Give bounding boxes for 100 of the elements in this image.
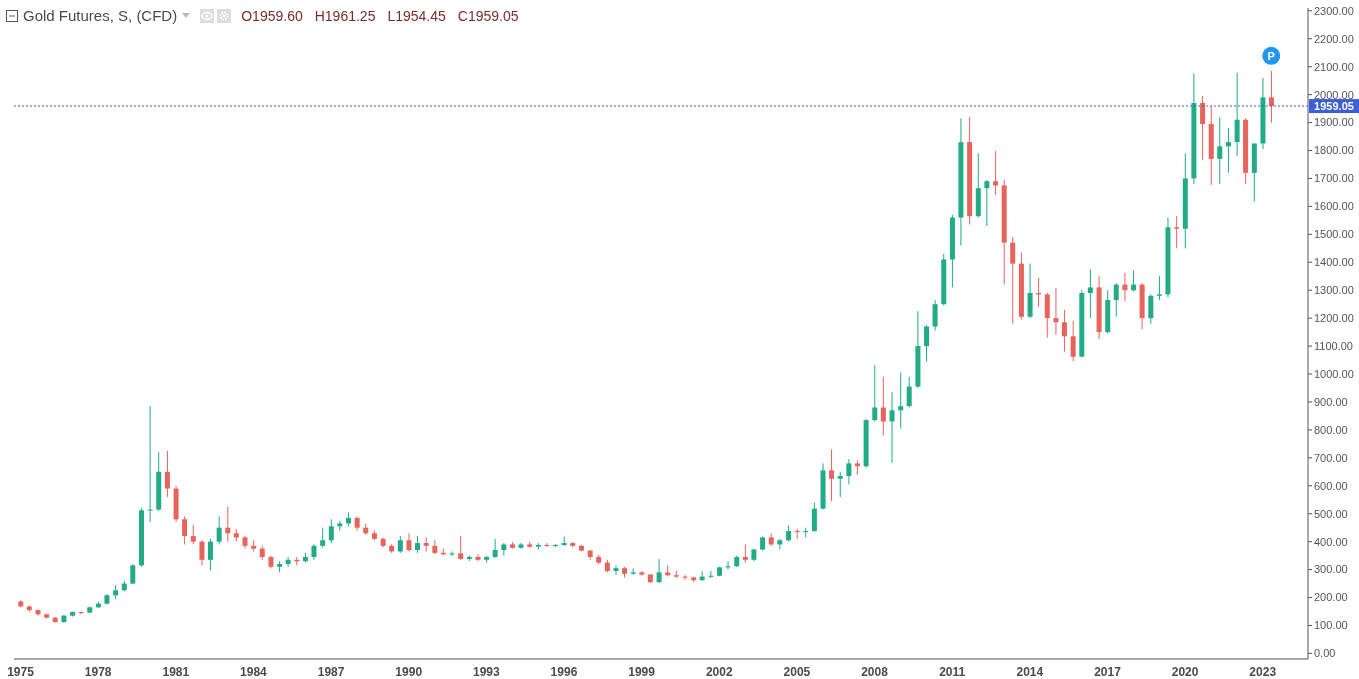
candlestick	[1044, 292, 1050, 339]
candlestick	[164, 450, 170, 498]
candlestick	[889, 391, 895, 464]
candlestick	[285, 556, 291, 568]
candlestick	[906, 376, 912, 409]
x-tick-label: 2011	[939, 664, 966, 679]
candlestick	[1174, 215, 1180, 249]
y-tick-label: 1000.00	[1314, 367, 1354, 380]
candlestick	[1061, 309, 1067, 353]
y-tick-label: 2300.00	[1314, 4, 1354, 17]
candlestick	[458, 535, 464, 561]
chart-title: Gold Futures, S, (CFD)	[23, 7, 178, 24]
x-tick-label: 1984	[240, 664, 268, 679]
candlestick	[328, 518, 334, 544]
x-tick-label: 1993	[473, 664, 501, 679]
candlestick	[1234, 72, 1240, 157]
y-tick-label: 400.00	[1314, 535, 1348, 548]
x-tick-label: 2005	[783, 664, 811, 679]
candlestick	[708, 570, 714, 579]
x-tick-label: 1996	[550, 664, 578, 679]
y-tick-label: 1600.00	[1314, 200, 1354, 213]
y-tick-label: 700.00	[1314, 451, 1348, 464]
y-tick-label: 1800.00	[1314, 144, 1354, 157]
x-tick-label: 1987	[317, 664, 345, 679]
candlestick	[880, 376, 886, 436]
candlestick	[199, 539, 205, 566]
x-tick-label: 1990	[395, 664, 423, 679]
candlestick	[742, 543, 748, 564]
y-tick-label: 1300.00	[1314, 284, 1354, 297]
y-tick-label: 2200.00	[1314, 32, 1354, 45]
annotation: O1959.60	[241, 7, 303, 24]
candlestick	[544, 542, 550, 548]
y-tick-label: 900.00	[1314, 395, 1348, 408]
x-tick-label: 2023	[1249, 664, 1277, 679]
candlestick	[898, 372, 904, 429]
candlestick	[475, 553, 481, 562]
candlestick	[1113, 282, 1119, 318]
candlestick	[1010, 236, 1016, 325]
x-tick-label: 1978	[84, 664, 112, 679]
annotation: C1959.05	[457, 7, 519, 24]
annotation: P	[1267, 49, 1275, 62]
candlestick	[492, 538, 498, 559]
y-tick-label: 1900.00	[1314, 116, 1354, 129]
candlestick	[613, 564, 619, 576]
y-tick-label: 1700.00	[1314, 172, 1354, 185]
y-tick-label: 100.00	[1314, 619, 1348, 632]
y-tick-label: 500.00	[1314, 507, 1348, 520]
y-tick-label: 1100.00	[1314, 339, 1353, 352]
candlestick	[1148, 293, 1154, 325]
candlestick	[993, 150, 999, 196]
candlestick	[984, 179, 990, 227]
x-tick-label: 2017	[1094, 664, 1122, 679]
candlestick	[837, 471, 843, 498]
y-tick-label: 1400.00	[1314, 256, 1354, 269]
candlestick	[872, 364, 878, 423]
y-tick-label: 1200.00	[1314, 312, 1354, 325]
x-tick-label: 1981	[162, 664, 190, 679]
candlestick	[1200, 95, 1206, 161]
candlestick	[932, 299, 938, 332]
candlestick	[216, 516, 222, 545]
candlestick	[656, 558, 662, 584]
annotation: H1961.25	[314, 7, 376, 24]
x-tick-label: 2008	[861, 664, 889, 679]
candlestick	[1156, 275, 1162, 301]
candlestick	[406, 532, 412, 552]
candlestick	[1053, 287, 1059, 336]
y-tick-label: 0.00	[1314, 647, 1336, 660]
y-tick-label: 200.00	[1314, 591, 1348, 604]
candlestick	[35, 608, 41, 617]
y-tick-label: 300.00	[1314, 563, 1348, 576]
candlestick	[182, 516, 188, 545]
candlestick	[1027, 263, 1033, 319]
candlestick	[829, 448, 835, 502]
candlestick	[682, 574, 688, 581]
x-tick-label: 2002	[705, 664, 733, 679]
candlestick	[449, 550, 455, 557]
candlestick	[1070, 320, 1076, 362]
candlestick	[811, 502, 817, 533]
candlestick	[190, 524, 196, 545]
candlestick	[794, 528, 800, 540]
y-tick-label: 1500.00	[1314, 228, 1354, 241]
x-tick-label: 2020	[1171, 664, 1199, 679]
candlestick	[320, 527, 326, 548]
ref-line-label: 1959.05	[1314, 99, 1354, 112]
candlestick	[846, 458, 852, 485]
annotation: L1954.45	[387, 7, 446, 24]
y-tick-label: 600.00	[1314, 479, 1348, 492]
candlestick	[1087, 268, 1093, 319]
candlestick	[924, 324, 930, 362]
x-tick-label: 1999	[628, 664, 656, 679]
y-tick-label: 2100.00	[1314, 60, 1354, 73]
y-tick-label: 800.00	[1314, 423, 1348, 436]
candlestick	[1217, 117, 1223, 185]
candlestick	[1268, 70, 1274, 124]
candlestick	[147, 405, 153, 523]
y-tick-label: 2000.00	[1314, 88, 1354, 101]
candlestick	[1225, 127, 1231, 174]
x-tick-label: 2014	[1016, 664, 1044, 679]
candlestick	[207, 538, 213, 571]
x-tick-label: 1975	[7, 664, 35, 679]
